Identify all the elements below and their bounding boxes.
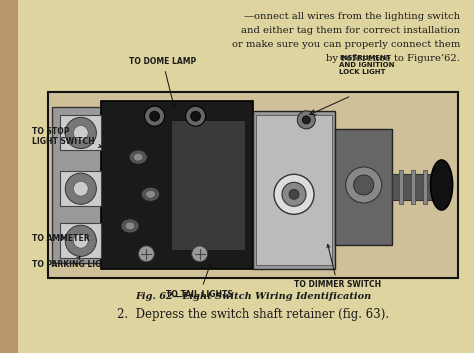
Bar — [411, 170, 415, 204]
Bar — [253, 110, 335, 269]
Text: TO PARKING LIGHT: TO PARKING LIGHT — [32, 256, 113, 269]
Text: TO DIMMER SWITCH: TO DIMMER SWITCH — [294, 245, 381, 289]
Circle shape — [191, 111, 201, 121]
Circle shape — [73, 233, 88, 248]
Circle shape — [191, 246, 208, 262]
Text: TO TAIL LIGHTS: TO TAIL LIGHTS — [166, 263, 233, 299]
Ellipse shape — [133, 153, 143, 161]
Text: 2.  Depress the switch shaft retainer (fig. 63).: 2. Depress the switch shaft retainer (fi… — [117, 308, 389, 321]
Text: INSTRUMENT
AND IGNITION
LOCK LIGHT: INSTRUMENT AND IGNITION LOCK LIGHT — [339, 55, 394, 75]
Bar — [48, 92, 458, 278]
Text: by reference to Figure’62.: by reference to Figure’62. — [326, 54, 460, 63]
Bar — [423, 170, 427, 204]
Circle shape — [150, 111, 160, 121]
Text: and either tag them for correct installation: and either tag them for correct installa… — [241, 26, 460, 35]
Circle shape — [282, 182, 306, 206]
Circle shape — [302, 116, 310, 124]
Ellipse shape — [430, 160, 453, 210]
Bar — [60, 223, 101, 258]
Bar — [256, 115, 332, 265]
Bar — [392, 174, 433, 200]
Bar — [335, 129, 392, 245]
Text: —onnect all wires from the lighting switch: —onnect all wires from the lighting swit… — [244, 12, 460, 21]
Circle shape — [186, 106, 206, 126]
Bar — [101, 101, 253, 269]
Text: TO STOP
LIGHT SWITCH: TO STOP LIGHT SWITCH — [32, 127, 101, 148]
Ellipse shape — [121, 219, 139, 233]
Bar — [60, 115, 101, 150]
Circle shape — [145, 106, 164, 126]
Circle shape — [289, 189, 299, 199]
Circle shape — [65, 117, 96, 149]
Circle shape — [354, 175, 374, 195]
Text: or make sure you can properly connect them: or make sure you can properly connect th… — [232, 40, 460, 49]
Text: TO DOME LAMP: TO DOME LAMP — [129, 57, 196, 107]
Ellipse shape — [142, 187, 159, 201]
Circle shape — [65, 225, 96, 256]
Bar — [0, 0, 18, 353]
Circle shape — [73, 181, 88, 196]
Circle shape — [73, 126, 88, 140]
Circle shape — [297, 111, 315, 129]
Circle shape — [65, 173, 96, 204]
Ellipse shape — [129, 150, 147, 164]
Circle shape — [274, 174, 314, 214]
Ellipse shape — [125, 222, 135, 230]
Circle shape — [138, 246, 155, 262]
Text: Fig. 62—Light Switch Wiring Identification: Fig. 62—Light Switch Wiring Identificati… — [135, 292, 371, 301]
Text: TO AMMETER: TO AMMETER — [32, 234, 89, 243]
Circle shape — [346, 167, 382, 203]
Bar — [52, 107, 109, 263]
Bar — [60, 171, 101, 206]
Bar — [399, 170, 402, 204]
Bar — [171, 120, 245, 250]
Ellipse shape — [146, 190, 155, 198]
